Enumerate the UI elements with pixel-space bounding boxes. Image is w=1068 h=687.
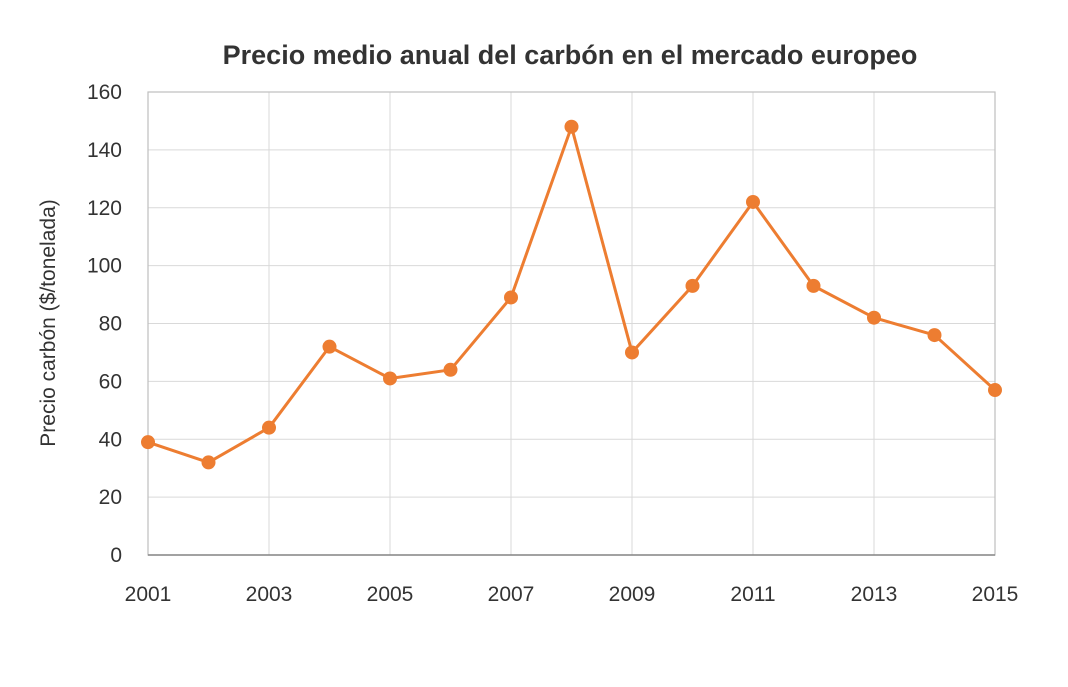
data-point (443, 362, 458, 377)
x-tick-label: 2003 (246, 583, 293, 606)
series-line (147, 125, 997, 464)
data-point (867, 310, 881, 325)
y-axis-label: Precio carbón ($/tonelada) (37, 199, 60, 446)
y-tick-label: 60 (99, 370, 122, 393)
y-tick-label: 140 (87, 139, 122, 162)
data-point (383, 371, 397, 386)
data-point (625, 345, 639, 360)
y-axis: 0 20 40 60 80 100 120 140 160 (87, 81, 122, 567)
data-point (322, 339, 337, 354)
chart-title: Precio medio anual del carbón en el merc… (223, 40, 918, 70)
data-point (262, 420, 276, 435)
data-point (504, 290, 518, 305)
y-tick-label: 20 (99, 486, 122, 509)
data-point (746, 194, 760, 209)
data-point (806, 278, 821, 293)
x-tick-label: 2001 (125, 583, 172, 606)
data-point (141, 435, 155, 450)
y-tick-label: 120 (87, 197, 122, 220)
series-layer (141, 119, 1002, 470)
x-tick-label: 2011 (730, 583, 775, 606)
y-tick-label: 100 (87, 255, 122, 278)
y-tick-label: 0 (110, 544, 122, 567)
x-tick-label: 2015 (972, 583, 1019, 606)
x-tick-label: 2007 (488, 583, 535, 606)
y-tick-label: 40 (99, 428, 122, 451)
x-axis: 2001 2003 2005 2007 2009 2011 2013 2015 (125, 554, 1019, 606)
data-point (988, 383, 1002, 398)
data-point (564, 119, 579, 134)
x-tick-label: 2009 (609, 583, 656, 606)
x-tick-label: 2013 (851, 583, 898, 606)
data-point (201, 455, 216, 470)
gridlines (147, 91, 996, 556)
y-tick-label: 160 (87, 81, 122, 104)
data-point (685, 278, 700, 293)
x-tick-label: 2005 (367, 583, 414, 606)
y-tick-label: 80 (99, 313, 122, 336)
data-point (927, 328, 942, 343)
